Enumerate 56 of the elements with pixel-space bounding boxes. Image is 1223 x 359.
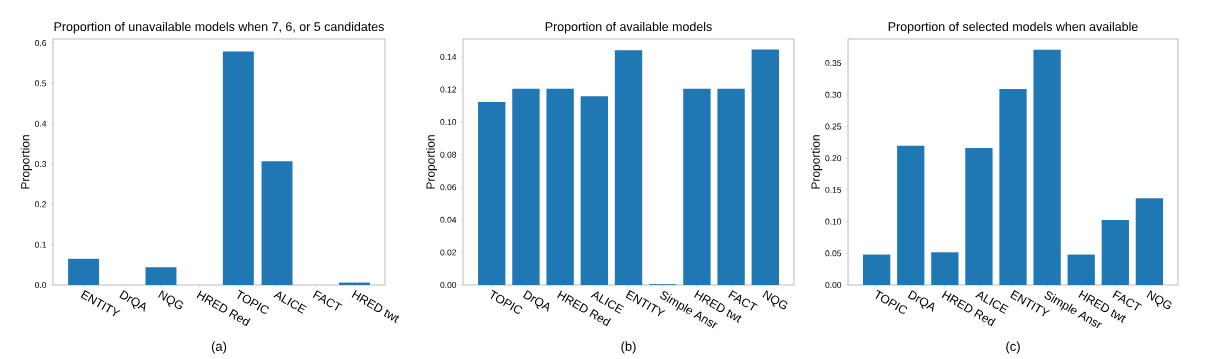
bar [614,50,643,285]
bar [478,102,506,285]
bar [145,267,177,285]
bar [897,145,925,285]
text: (b) [621,341,636,354]
bar [68,258,100,285]
bar [222,51,254,285]
y-tick-label: 0.1 [35,241,47,248]
y-axis-title: Proportion [811,135,823,189]
y-tick-label: 0.10 [825,218,842,225]
bar [1033,49,1061,285]
y-tick-label: 0.25 [825,123,842,130]
y-axis-title: Proportion [426,135,438,189]
bar [683,88,711,285]
y-tick-label: 0.04 [440,216,457,223]
y-tick-label: 0.14 [440,53,457,60]
bar [1101,219,1129,285]
y-tick-label: 0.3 [35,161,47,168]
y-tick-label: 0.05 [825,250,842,257]
chart-title: Proportion of available models [545,21,712,34]
bar [751,49,779,285]
y-tick-label: 0.0 [35,282,47,288]
bar [1135,198,1164,285]
y-tick-label: 0.00 [440,282,457,288]
y-tick-label: 0.00 [825,282,842,288]
y-tick-label: 0.20 [825,155,842,162]
bar [512,88,540,285]
chart-title: Proportion of selected models when available [888,21,1138,34]
y-tick-label: 0.5 [35,80,47,87]
y-tick-label: 0.15 [825,186,842,193]
y-tick-label: 0.4 [35,120,47,127]
bar [999,89,1027,285]
bar [863,254,891,285]
bar [1067,254,1095,285]
chart-title: Proportion of unavailable models when 7, 6, or 5 candidates [54,21,384,34]
x-tick-label: NQG [158,290,184,310]
y-tick-label: 0.12 [440,86,457,93]
y-tick-label: 0.08 [440,151,457,158]
y-axis-title: Proportion [20,135,32,189]
text: (a) [211,341,227,354]
text: (c) [1006,341,1020,354]
y-tick-label: 0.06 [440,184,457,191]
y-tick-label: 0.35 [825,60,842,67]
x-tick-label: NQG [1146,290,1172,310]
y-tick-label: 0.02 [440,249,457,256]
bar [261,161,293,285]
bar [580,96,608,285]
bar [717,88,745,285]
y-tick-label: 0.6 [35,40,47,47]
x-tick-label: NQG [762,290,788,310]
y-tick-label: 0.2 [35,201,47,208]
y-tick-label: 0.30 [825,91,842,98]
bar [546,88,574,285]
bar [965,148,993,285]
bar [931,252,959,285]
y-tick-label: 0.10 [440,119,457,126]
